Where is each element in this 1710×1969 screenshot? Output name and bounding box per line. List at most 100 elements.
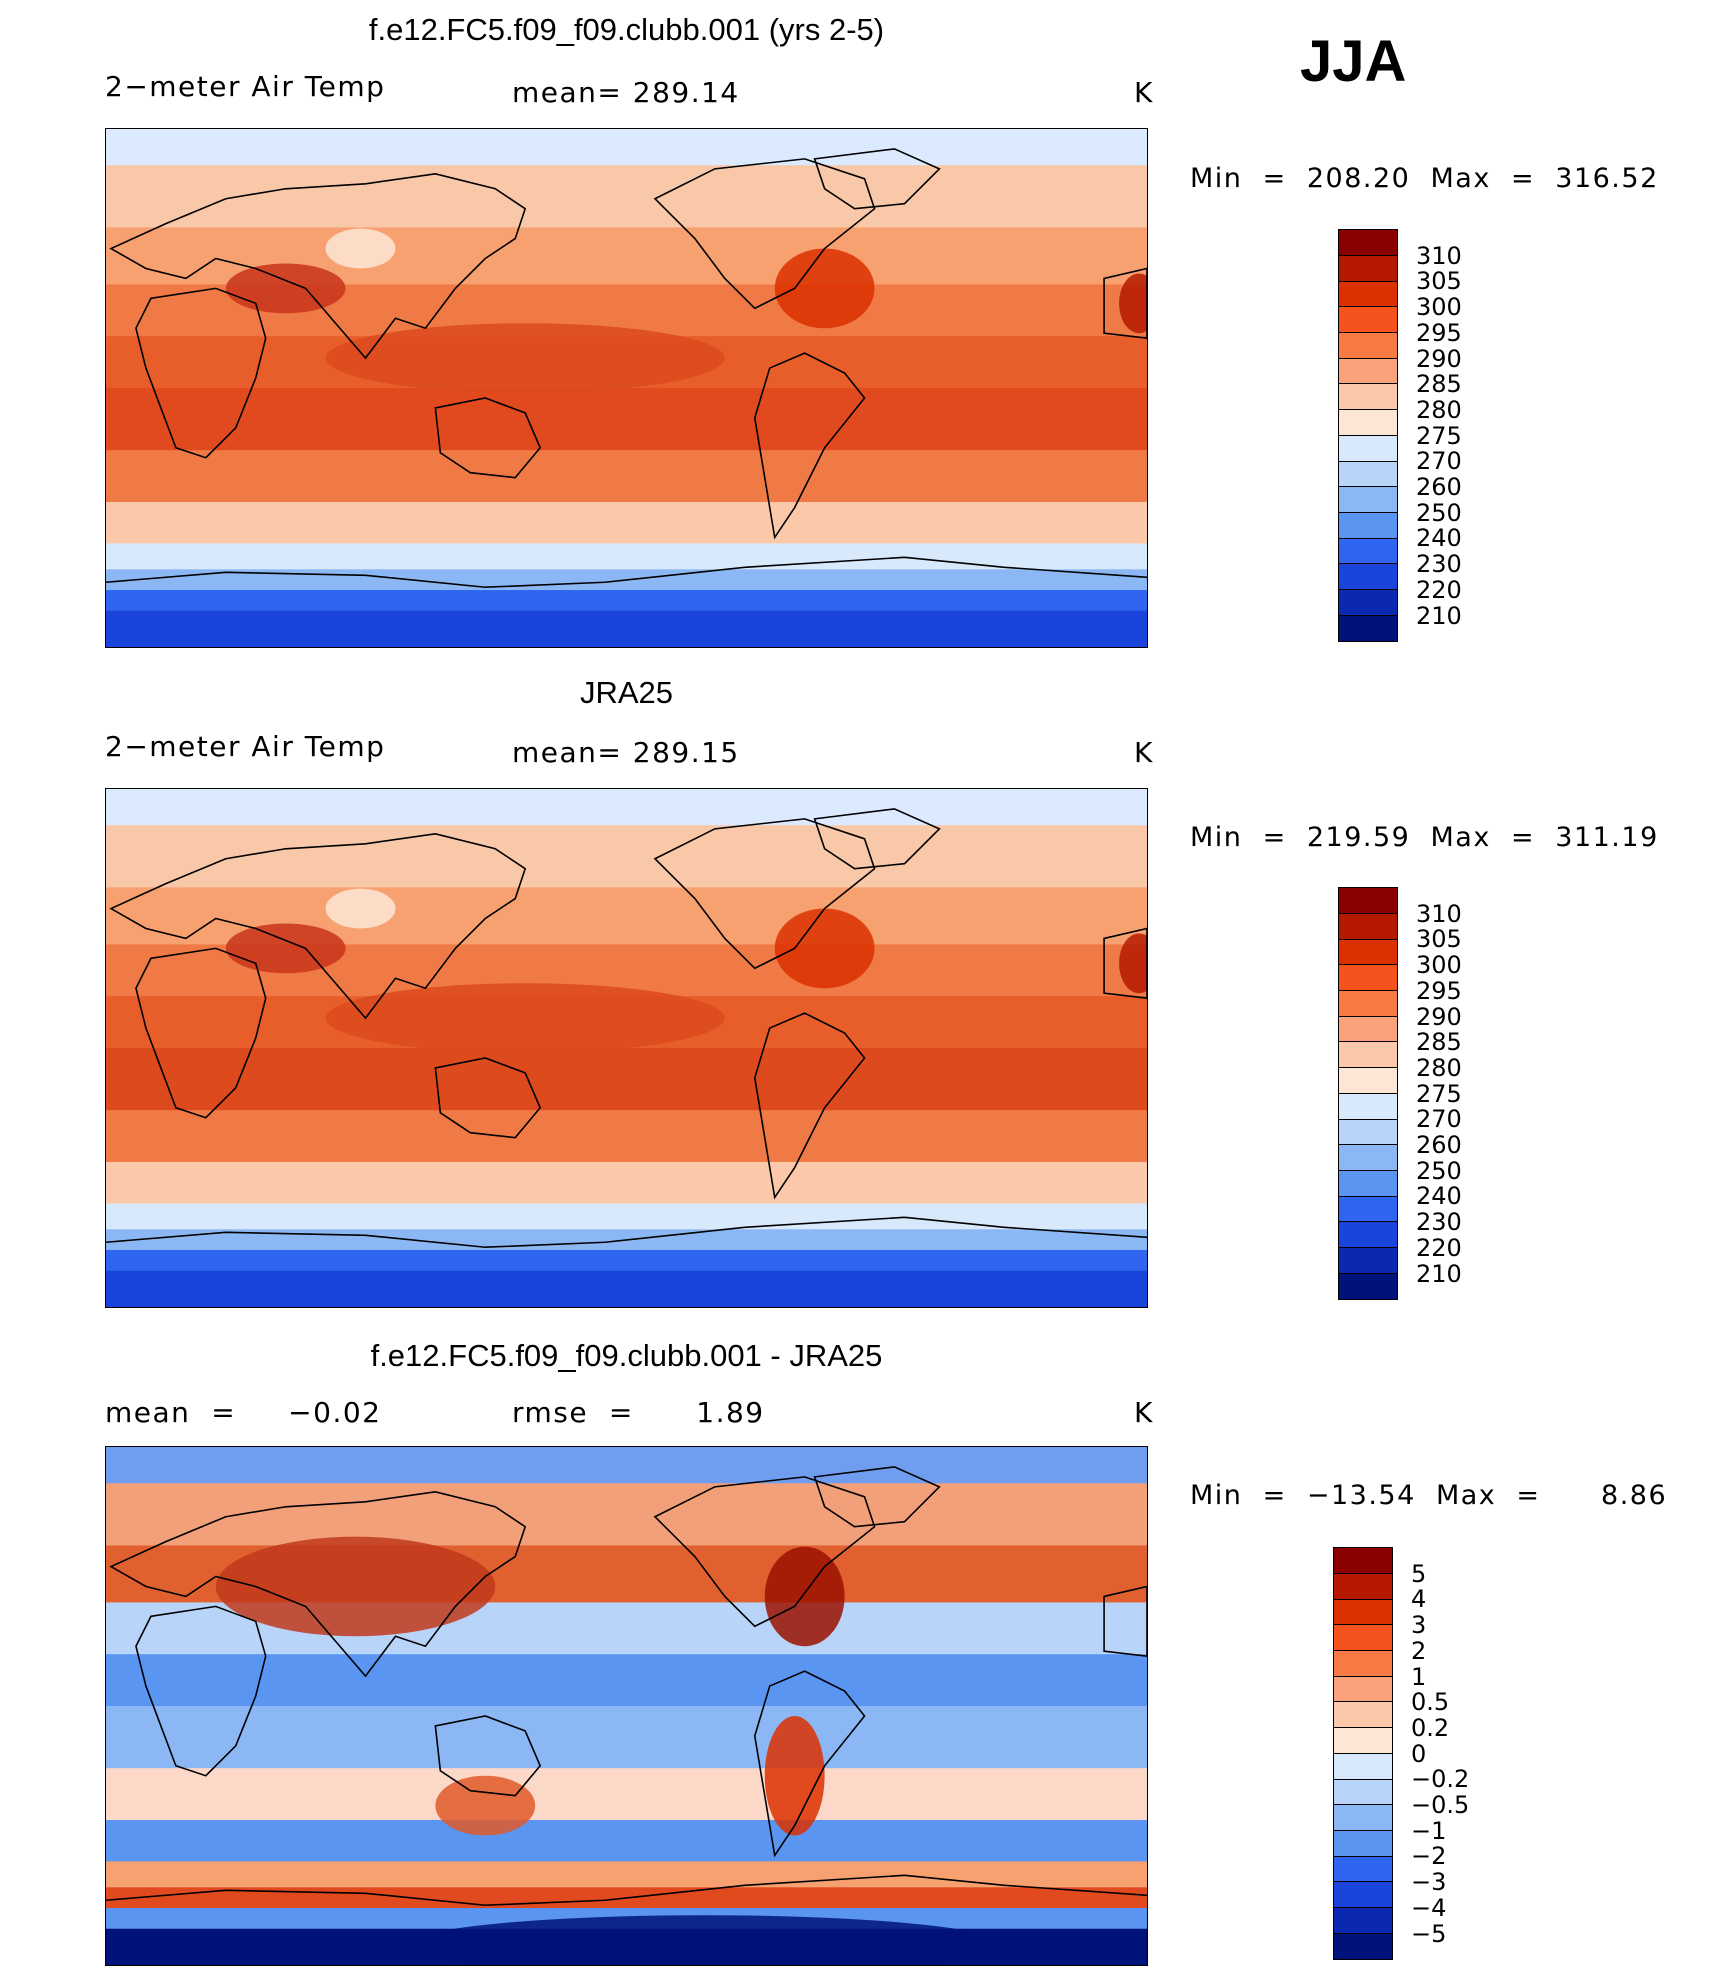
anomaly-region (1119, 273, 1147, 334)
colorbar-swatch (1338, 357, 1398, 385)
colorbar-tick-label: −2 (1411, 1842, 1447, 1871)
colorbar-swatch (1338, 1272, 1398, 1300)
colorbar-swatch (1333, 1804, 1393, 1832)
temperature-band (106, 1270, 1147, 1307)
colorbar-swatch (1338, 1247, 1398, 1275)
coastline (753, 1670, 866, 1858)
colorbar-swatch (1333, 1650, 1393, 1678)
colorbar-tick-label: 275 (1416, 1079, 1462, 1108)
colorbar-swatch (1338, 964, 1398, 992)
coastline (434, 397, 542, 479)
colorbar-tick-label: 270 (1416, 447, 1462, 476)
colorbar-swatch (1333, 1624, 1393, 1652)
colorbar-tick-label: 230 (1416, 550, 1462, 579)
coastline (135, 287, 267, 459)
coastline (106, 1216, 1147, 1249)
temperature-band (106, 165, 1147, 229)
temperature-band (106, 1161, 1147, 1205)
anomaly-region (325, 228, 396, 269)
panel-1-units: K (1134, 76, 1154, 109)
colorbar-swatch (1333, 1907, 1393, 1935)
colorbar-tick-label: 305 (1416, 267, 1462, 296)
coastline (653, 818, 876, 970)
panel-2-mean-label: mean= 289.15 (512, 736, 740, 769)
panel-3-minmax: Min = −13.54 Max = 8.86 (1190, 1480, 1668, 1511)
anomaly-region (325, 323, 725, 393)
panel-2-variable-label: 2−meter Air Temp (105, 730, 386, 763)
colorbar-tick-label: 280 (1416, 1053, 1462, 1082)
panel-2-title: JRA25 (579, 675, 674, 710)
colorbar-swatch (1338, 280, 1398, 308)
colorbar-swatch (1338, 434, 1398, 463)
anomaly-region (774, 908, 875, 989)
temperature-band (106, 1483, 1147, 1547)
temperature-band (106, 1203, 1147, 1231)
colorbar-tick-label: 275 (1416, 421, 1462, 450)
anomaly-region (225, 263, 346, 314)
colorbar-swatch (1338, 614, 1398, 642)
anomaly-region (325, 888, 396, 929)
colorbar-tick-label: 310 (1416, 899, 1462, 928)
colorbar-swatch (1338, 409, 1398, 437)
coastline (109, 833, 527, 1020)
colorbar-tick-label: −3 (1411, 1868, 1447, 1897)
colorbar-tick-label: 0 (1411, 1739, 1427, 1768)
anomaly-region (774, 248, 875, 329)
colorbar-tick-label: 260 (1416, 473, 1462, 501)
colorbar-swatch (1338, 990, 1398, 1018)
panel-1-minmax: Min = 208.20 Max = 316.52 (1190, 163, 1659, 194)
colorbar-tick-label: 270 (1416, 1105, 1462, 1134)
colorbar-tick-label: −1 (1411, 1816, 1447, 1845)
panel-3-units: K (1134, 1396, 1154, 1429)
colorbar-tick-label: 1 (1411, 1662, 1427, 1691)
colorbar-tick-label: 285 (1416, 1028, 1462, 1057)
coastline (434, 1715, 542, 1797)
panel-3-title: f.e12.FC5.f09_f09.clubb.001 - JRA25 (370, 1338, 883, 1373)
panel-2-map-svg (106, 789, 1147, 1307)
coastline (653, 1476, 876, 1628)
colorbar-swatch (1338, 383, 1398, 411)
colorbar-swatch (1338, 1015, 1398, 1043)
coastline (135, 947, 267, 1119)
colorbar-swatch (1338, 887, 1398, 915)
temperature-band (106, 1250, 1147, 1272)
colorbar-swatch (1338, 460, 1398, 488)
colorbar-tick-label: −0.5 (1411, 1791, 1470, 1819)
temperature-band (106, 501, 1147, 545)
colorbar-swatch (1338, 1041, 1398, 1069)
coastline (106, 556, 1147, 589)
anomaly-region (225, 923, 346, 974)
panel-1-mean-label: mean= 289.14 (512, 76, 740, 109)
coastline (813, 808, 941, 870)
panel-2-minmax: Min = 219.59 Max = 311.19 (1190, 822, 1659, 853)
colorbar-swatch (1338, 229, 1398, 257)
coastline (753, 1012, 866, 1200)
colorbar-swatch (1338, 254, 1398, 283)
colorbar-tick-label: 295 (1416, 318, 1462, 347)
colorbar-tick-label: 300 (1416, 951, 1462, 980)
colorbar-swatch (1338, 332, 1398, 360)
temperature-band (106, 1819, 1147, 1863)
colorbar-tick-label: 210 (1416, 601, 1462, 630)
anomaly-region (435, 1775, 536, 1836)
colorbar-tick-label: 220 (1416, 575, 1462, 604)
colorbar-tick-label: 250 (1416, 1156, 1462, 1185)
colorbar-swatch (1338, 912, 1398, 941)
anomaly-region (325, 983, 725, 1053)
colorbar-swatch (1338, 537, 1398, 565)
temperature-band (106, 450, 1147, 503)
temperature-band (106, 543, 1147, 571)
colorbar-swatch (1333, 1727, 1393, 1755)
anomaly-region (764, 1546, 845, 1647)
panel-3-mean-label: mean = −0.02 (105, 1396, 382, 1429)
colorbar-tick-label: 295 (1416, 976, 1462, 1005)
panel-2-map (105, 788, 1148, 1308)
colorbar-swatch (1333, 1778, 1393, 1806)
colorbar-tick-label: 220 (1416, 1233, 1462, 1262)
colorbar-swatch (1333, 1752, 1393, 1781)
colorbar-tick-label: 305 (1416, 925, 1462, 954)
colorbar-swatch (1338, 306, 1398, 334)
colorbar-tick-label: 0.5 (1411, 1688, 1450, 1717)
colorbar-swatch (1333, 1547, 1393, 1575)
colorbar-swatch (1333, 1598, 1393, 1626)
